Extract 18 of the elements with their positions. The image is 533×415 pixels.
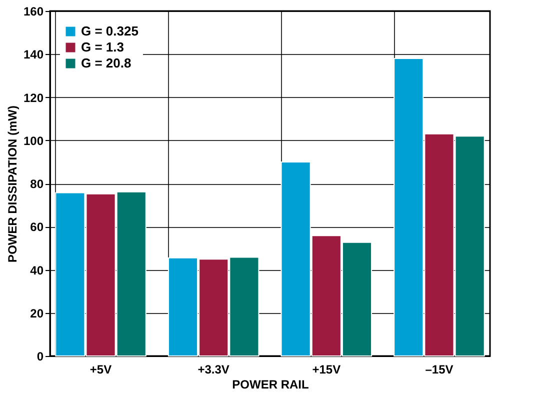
legend-label: G = 0.325 bbox=[81, 24, 138, 38]
y-tick-label: 160 bbox=[23, 4, 44, 18]
y-tick-label: 100 bbox=[23, 134, 44, 148]
y-tick-label: 140 bbox=[23, 48, 44, 62]
y-tick-label: 80 bbox=[30, 177, 44, 191]
legend-label: G = 1.3 bbox=[81, 40, 124, 54]
x-tick-label: +3.3V bbox=[198, 362, 230, 376]
x-tick-label: +15V bbox=[312, 362, 341, 376]
y-tick-label: 20 bbox=[30, 306, 44, 320]
x-tick-label: +5V bbox=[90, 362, 112, 376]
x-tick-label: –15V bbox=[425, 362, 454, 376]
y-tick-label: 40 bbox=[30, 263, 44, 278]
y-tick-label: 120 bbox=[23, 90, 44, 105]
y-tick-label: 0 bbox=[36, 350, 44, 364]
legend-label: G = 20.8 bbox=[81, 56, 132, 70]
y-tick-label: 60 bbox=[30, 220, 44, 234]
x-axis-title: POWER RAIL bbox=[232, 378, 309, 392]
y-axis-title: POWER DISSIPATION (mW) bbox=[5, 106, 20, 262]
